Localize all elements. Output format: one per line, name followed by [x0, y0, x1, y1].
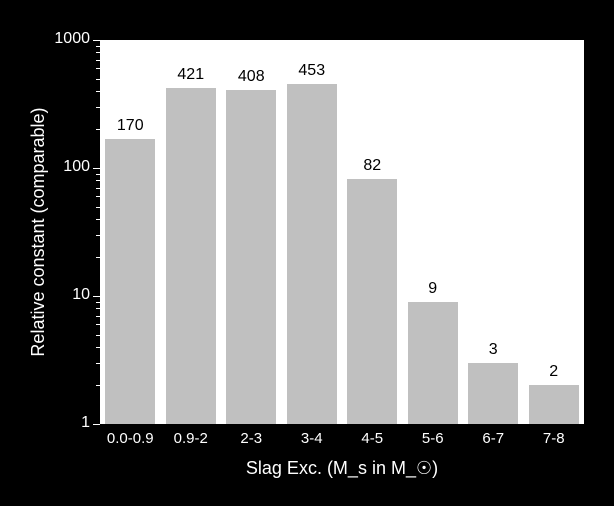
y-minor-tick — [96, 107, 100, 108]
y-minor-tick — [96, 91, 100, 92]
x-tick-label: 6-7 — [463, 430, 524, 447]
bar — [347, 179, 397, 424]
y-minor-tick — [96, 188, 100, 189]
bar — [468, 363, 518, 424]
y-tick-mark — [93, 296, 100, 297]
y-minor-tick — [96, 219, 100, 220]
y-minor-tick — [96, 46, 100, 47]
bar-value-label: 2 — [524, 363, 584, 381]
bar — [105, 139, 155, 424]
x-tick-label: 5-6 — [403, 430, 464, 447]
y-minor-tick — [96, 68, 100, 69]
y-minor-tick — [96, 196, 100, 197]
x-axis-label: Slag Exc. (M_s in M_☉) — [100, 458, 584, 479]
bar-value-label: 453 — [282, 62, 342, 80]
x-tick-label: 0.9-2 — [161, 430, 222, 447]
plot-area — [100, 40, 584, 424]
x-tick-label: 3-4 — [282, 430, 343, 447]
bar-value-label: 82 — [342, 157, 402, 175]
y-axis-label: Relative constant (comparable) — [28, 40, 49, 424]
bar — [529, 385, 579, 424]
bar-chart: 11010010001700.0-0.94210.9-24082-34533-4… — [0, 0, 614, 506]
bar-value-label: 408 — [221, 68, 281, 86]
bar — [166, 88, 216, 424]
y-minor-tick — [96, 363, 100, 364]
bar-value-label: 9 — [403, 280, 463, 298]
y-tick-mark — [93, 168, 100, 169]
y-minor-tick — [96, 316, 100, 317]
bar-value-label: 421 — [161, 66, 221, 84]
y-minor-tick — [96, 302, 100, 303]
y-minor-tick — [96, 60, 100, 61]
bar — [226, 90, 276, 424]
bar-value-label: 3 — [463, 341, 523, 359]
y-tick-mark — [93, 424, 100, 425]
y-minor-tick — [96, 79, 100, 80]
y-minor-tick — [96, 235, 100, 236]
y-minor-tick — [96, 335, 100, 336]
y-minor-tick — [96, 257, 100, 258]
y-minor-tick — [96, 174, 100, 175]
y-minor-tick — [96, 385, 100, 386]
y-minor-tick — [96, 180, 100, 181]
x-tick-label: 0.0-0.9 — [100, 430, 161, 447]
bar — [287, 84, 337, 424]
x-tick-label: 7-8 — [524, 430, 585, 447]
bar-value-label: 170 — [100, 117, 160, 135]
y-minor-tick — [96, 324, 100, 325]
y-minor-tick — [96, 52, 100, 53]
x-tick-label: 4-5 — [342, 430, 403, 447]
bar — [408, 302, 458, 424]
y-minor-tick — [96, 347, 100, 348]
y-tick-mark — [93, 40, 100, 41]
y-minor-tick — [96, 207, 100, 208]
x-tick-label: 2-3 — [221, 430, 282, 447]
y-minor-tick — [96, 308, 100, 309]
